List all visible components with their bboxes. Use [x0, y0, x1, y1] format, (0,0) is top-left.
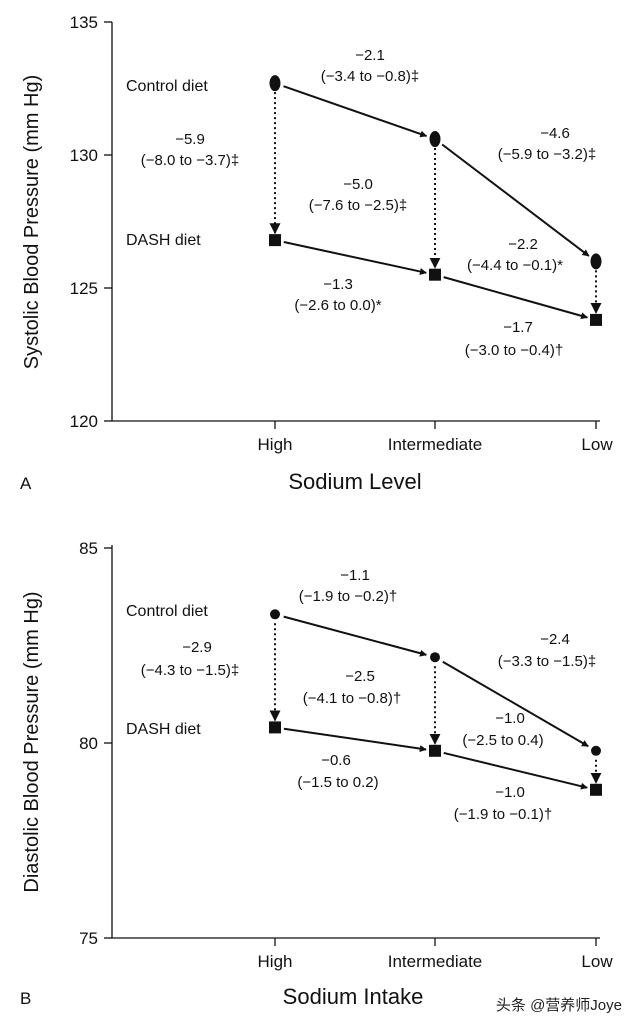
x-tick-label: Intermediate: [388, 435, 483, 454]
x-tick-label: Low: [581, 435, 613, 454]
ann-control-int-low-value: −2.4: [540, 631, 570, 648]
legend-control-diet: Control diet: [126, 78, 208, 95]
y-tick-label: 130: [70, 146, 98, 165]
y-tick-label: 75: [79, 929, 98, 948]
dash-point-high: [269, 721, 281, 734]
control-trend-arrow-1: [283, 85, 428, 138]
legend-control-diet: Control diet: [126, 603, 208, 620]
ann-control-high-int-value: −1.1: [340, 567, 370, 584]
y-ticks: 120 125 130 135: [70, 13, 112, 431]
dash-point-low: [590, 783, 602, 796]
y-tick-label: 135: [70, 13, 98, 32]
ann-dash-int-low-ci: (−3.0 to −0.4)†: [465, 342, 563, 359]
x-tick-label: High: [258, 435, 293, 454]
x-axis-label: Sodium Level: [288, 469, 421, 494]
ann-diff-high-value: −2.9: [182, 639, 212, 656]
ann-diff-int-ci: (−4.1 to −0.8)†: [303, 690, 401, 707]
control-trend-arrow-2: [441, 143, 590, 257]
ann-diff-high-ci: (−8.0 to −3.7)‡: [141, 152, 239, 169]
panel-label: A: [20, 474, 32, 493]
trend-arrows: [269, 615, 602, 790]
ann-dash-high-int-ci: (−2.6 to 0.0)*: [294, 297, 381, 314]
ann-dash-int-low-value: −1.7: [503, 319, 533, 336]
dash-point-intermediate: [429, 268, 441, 281]
y-axis-label: Systolic Blood Pressure (mm Hg): [21, 75, 43, 370]
x-tick-label: High: [258, 952, 293, 971]
dash-trend-arrow-2: [443, 751, 588, 790]
watermark-text: 头条 @营养师Joye: [496, 997, 622, 1014]
ann-dash-int-low-value: −1.0: [495, 784, 525, 801]
dash-point-intermediate: [429, 744, 441, 757]
ann-diff-low-ci: (−2.5 to 0.4): [462, 732, 543, 749]
panel-label: B: [20, 989, 31, 1008]
dash-trend-arrow-2: [443, 276, 589, 320]
ann-dash-high-int-value: −0.6: [321, 752, 351, 769]
panel-a-systolic-chart: 120 125 130 135 High Intermediate Low Systoli…: [20, 13, 613, 494]
ann-dash-int-low-ci: (−1.9 to −0.1)†: [454, 806, 552, 823]
ann-control-high-int-ci: (−3.4 to −0.8)‡: [321, 68, 419, 85]
ann-control-high-int-value: −2.1: [355, 47, 385, 64]
ann-diff-int-value: −2.5: [345, 668, 375, 685]
dash-point-high: [269, 234, 281, 247]
legend-dash-diet: DASH diet: [126, 721, 201, 738]
ann-control-int-low-value: −4.6: [540, 125, 570, 142]
control-point-high: [270, 609, 280, 620]
data-points: [269, 75, 602, 326]
x-tick-label: Low: [581, 952, 613, 971]
ann-diff-low-value: −2.2: [508, 236, 538, 253]
ann-diff-high-ci: (−4.3 to −1.5)‡: [141, 662, 239, 679]
ann-diff-high-value: −5.9: [175, 131, 205, 148]
panel-b-diastolic-chart: 75 80 85 High Intermediate Low Diastolic Blo…: [20, 539, 613, 1009]
ann-dash-high-int-value: −1.3: [323, 276, 353, 293]
control-point-high: [269, 75, 281, 92]
control-point-intermediate: [430, 652, 440, 663]
x-tick-label: Intermediate: [388, 952, 483, 971]
y-axis-label: Diastolic Blood Pressure (mm Hg): [21, 591, 43, 892]
dash-trend-arrow-1: [283, 241, 427, 275]
y-ticks: 75 80 85: [79, 539, 112, 948]
control-point-intermediate: [429, 131, 441, 148]
trend-arrows: [269, 85, 602, 320]
y-tick-label: 120: [70, 412, 98, 431]
ann-diff-int-ci: (−7.6 to −2.5)‡: [309, 197, 407, 214]
ann-diff-int-value: −5.0: [343, 176, 373, 193]
dash-point-low: [590, 313, 602, 326]
ann-diff-low-ci: (−4.4 to −0.1)*: [467, 257, 563, 274]
y-tick-label: 85: [79, 539, 98, 558]
x-ticks: High Intermediate Low: [258, 421, 613, 454]
dash-trend-arrow-1: [283, 727, 427, 753]
control-point-low: [591, 745, 601, 756]
x-axis-label: Sodium Intake: [283, 984, 424, 1009]
y-tick-label: 80: [79, 734, 98, 753]
ann-control-int-low-ci: (−5.9 to −3.2)‡: [498, 146, 596, 163]
control-trend-arrow-2: [442, 660, 589, 748]
ann-dash-high-int-ci: (−1.5 to 0.2): [297, 774, 378, 791]
ann-control-int-low-ci: (−3.3 to −1.5)‡: [498, 653, 596, 670]
data-points: [269, 609, 602, 796]
x-ticks: High Intermediate Low: [258, 938, 613, 971]
control-point-low: [590, 253, 602, 270]
ann-diff-low-value: −1.0: [495, 710, 525, 727]
legend-dash-diet: DASH diet: [126, 232, 201, 249]
ann-control-high-int-ci: (−1.9 to −0.2)†: [299, 588, 397, 605]
y-tick-label: 125: [70, 279, 98, 298]
control-trend-arrow-1: [283, 615, 427, 657]
